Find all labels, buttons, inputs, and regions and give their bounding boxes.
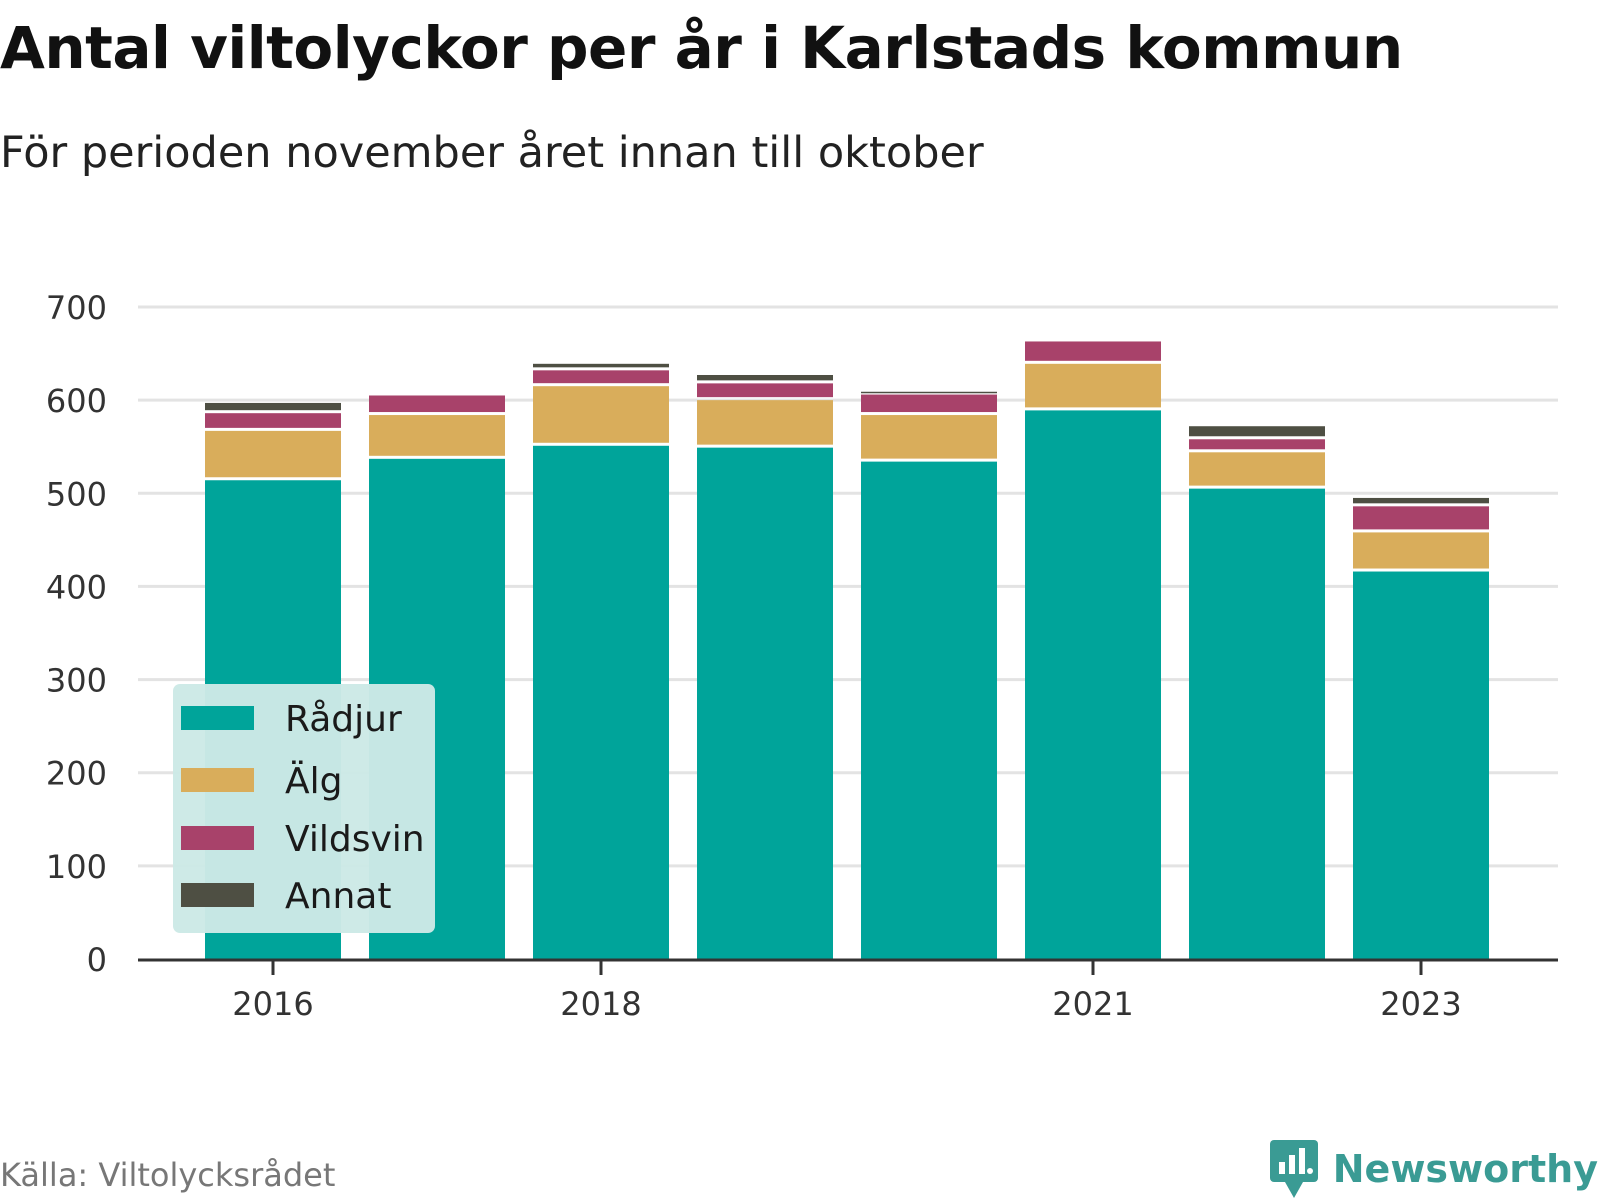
legend-label: Rådjur <box>285 699 402 740</box>
bar-segment-rådjur <box>861 461 997 959</box>
brand-name: Newsworthy <box>1332 1147 1598 1191</box>
bar-segment-rådjur <box>533 445 669 960</box>
bar-segment-rådjur <box>1189 488 1325 959</box>
legend-swatch <box>181 826 254 850</box>
bar-segment-älg <box>205 430 341 478</box>
y-tick-label: 200 <box>46 755 107 793</box>
y-tick-label: 300 <box>46 662 107 700</box>
bar-segment-annat <box>861 391 997 394</box>
x-axis-tick-labels: 2016 2018 2021 2023 <box>232 985 1461 1023</box>
bar-segment-vildsvin <box>861 394 997 413</box>
bar-segment-annat <box>533 363 669 368</box>
legend-swatch <box>181 706 254 730</box>
bar-segment-vildsvin <box>205 413 341 428</box>
legend-box <box>173 684 435 933</box>
x-tick-label: 2021 <box>1052 985 1133 1023</box>
bar-segment-älg <box>1189 452 1325 486</box>
newsworthy-logo-icon <box>1269 1140 1318 1198</box>
legend-label: Älg <box>285 760 342 802</box>
bar-segment-vildsvin <box>1189 439 1325 450</box>
bar-segment-rådjur <box>697 447 833 959</box>
bar-segment-vildsvin <box>369 395 505 413</box>
x-tick-label: 2023 <box>1380 985 1461 1023</box>
legend-label: Vildsvin <box>285 819 425 860</box>
bar-stack <box>1189 426 1325 959</box>
bar-segment-vildsvin <box>1025 341 1161 361</box>
bar-segment-annat <box>1189 426 1325 437</box>
bar-segment-älg <box>697 400 833 445</box>
bar-segment-annat <box>205 402 341 411</box>
bar-segment-vildsvin <box>533 370 669 384</box>
y-tick-label: 0 <box>87 941 107 979</box>
bar-stack <box>1353 497 1489 959</box>
y-tick-label: 600 <box>46 382 107 420</box>
bar-segment-annat <box>697 374 833 381</box>
bar-segment-älg <box>369 415 505 456</box>
bar-segment-älg <box>1353 532 1489 569</box>
brand-logo: Newsworthy <box>1269 1138 1598 1200</box>
x-axis <box>138 958 1558 975</box>
bar-segment-vildsvin <box>1353 506 1489 530</box>
y-axis-tick-labels: 0 100 200 300 400 500 600 700 <box>46 289 107 979</box>
source-note: Källa: Viltolycksrådet <box>0 1156 336 1194</box>
y-tick-label: 100 <box>46 848 107 886</box>
legend: Rådjur Älg Vildsvin Annat <box>173 684 435 933</box>
bar-stack <box>861 391 997 959</box>
legend-swatch <box>181 768 254 792</box>
bar-segment-rådjur <box>1025 410 1161 960</box>
bar-stack <box>1025 341 1161 960</box>
bar-segment-rådjur <box>1353 571 1489 959</box>
y-tick-label: 400 <box>46 568 107 606</box>
bar-segment-älg <box>1025 363 1161 408</box>
legend-swatch <box>181 883 254 907</box>
y-tick-label: 700 <box>46 289 107 327</box>
chart-title: Antal viltolyckor per år i Karlstads kom… <box>0 14 1403 82</box>
bar-stack <box>697 374 833 959</box>
bar-segment-älg <box>533 386 669 443</box>
bar-stack <box>533 363 669 960</box>
legend-label: Annat <box>285 876 391 917</box>
bar-segment-annat <box>1353 497 1489 504</box>
bar-segment-vildsvin <box>697 383 833 398</box>
bar-segment-älg <box>861 415 997 459</box>
y-tick-label: 500 <box>46 475 107 513</box>
x-tick-label: 2016 <box>232 985 313 1023</box>
chart-subtitle: För perioden november året innan till ok… <box>0 128 984 178</box>
x-tick-label: 2018 <box>560 985 641 1023</box>
